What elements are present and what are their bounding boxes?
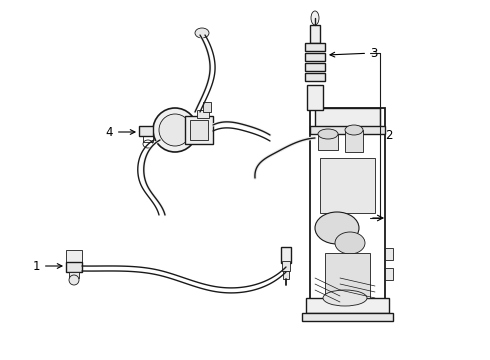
Bar xyxy=(307,85,323,110)
Bar xyxy=(197,110,209,118)
Text: 4: 4 xyxy=(105,126,135,139)
Bar xyxy=(66,250,82,262)
Text: 1: 1 xyxy=(32,260,62,273)
Bar xyxy=(306,298,389,313)
Bar xyxy=(345,130,363,152)
Bar xyxy=(281,247,291,263)
Bar xyxy=(283,271,289,279)
Bar xyxy=(69,272,79,278)
Bar xyxy=(282,261,290,271)
Bar xyxy=(318,134,338,150)
Bar xyxy=(310,108,385,308)
Ellipse shape xyxy=(345,125,363,135)
Bar xyxy=(190,120,208,140)
Bar xyxy=(66,262,82,272)
Ellipse shape xyxy=(335,232,365,254)
Text: 2: 2 xyxy=(385,129,392,142)
Ellipse shape xyxy=(315,212,359,244)
Bar xyxy=(302,313,393,321)
Bar xyxy=(385,248,393,260)
Bar xyxy=(325,253,370,298)
Ellipse shape xyxy=(195,28,209,38)
Bar xyxy=(310,126,385,134)
Bar xyxy=(305,73,325,81)
Bar xyxy=(315,108,380,128)
Ellipse shape xyxy=(318,129,338,139)
Bar xyxy=(305,63,325,71)
Bar xyxy=(185,116,213,144)
Ellipse shape xyxy=(153,108,197,152)
Ellipse shape xyxy=(311,11,319,25)
Bar xyxy=(310,25,320,43)
Ellipse shape xyxy=(159,114,191,146)
Bar xyxy=(203,102,211,112)
Bar xyxy=(305,43,325,51)
Bar xyxy=(139,126,153,136)
Bar xyxy=(385,268,393,280)
Bar xyxy=(143,136,153,142)
Text: 3: 3 xyxy=(330,46,377,59)
Ellipse shape xyxy=(69,275,79,285)
Bar xyxy=(320,158,375,213)
Bar xyxy=(305,53,325,61)
Ellipse shape xyxy=(323,290,367,306)
